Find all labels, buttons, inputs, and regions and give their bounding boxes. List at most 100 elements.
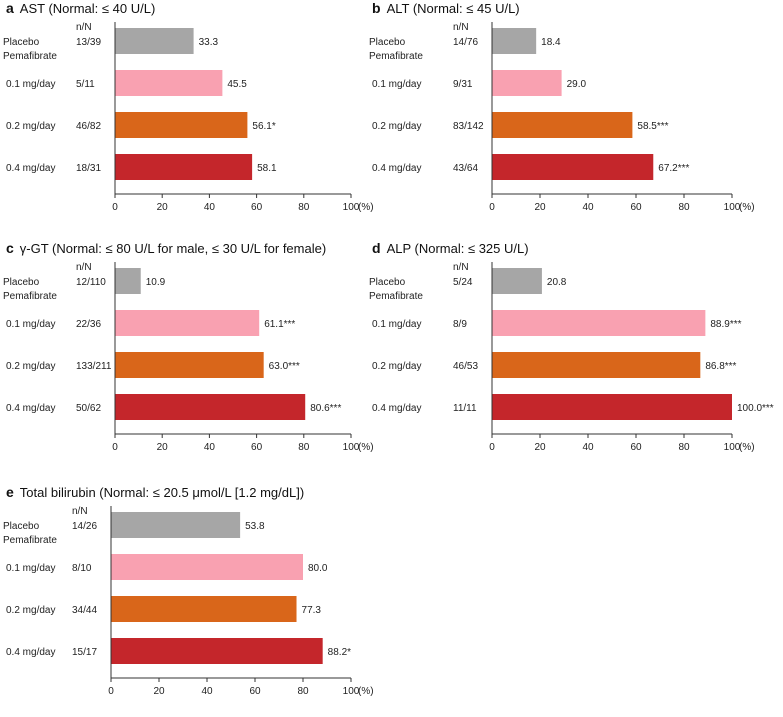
- category-label: 0.4 mg/day: [6, 163, 55, 174]
- nN-label: 8/10: [72, 563, 92, 574]
- nN-header: n/N: [76, 22, 92, 33]
- panel-title: d ALP (Normal: ≤ 325 U/L): [372, 240, 529, 256]
- pemafibrate-header: Pemafibrate: [369, 51, 423, 62]
- nN-label: 18/31: [76, 163, 101, 174]
- value-label: 20.8: [547, 277, 567, 288]
- panel-b: b ALT (Normal: ≤ 45 U/L) n/N Pemafibrate Pla…: [369, 0, 755, 213]
- panel-letter: c: [6, 240, 14, 256]
- pemafibrate-header: Pemafibrate: [3, 535, 57, 546]
- panel-title-text: ALT (Normal: ≤ 45 U/L): [387, 1, 520, 16]
- value-label: 33.3: [199, 37, 219, 48]
- panel-title-text: ALP (Normal: ≤ 325 U/L): [387, 241, 529, 256]
- panel-e: e Total bilirubin (Normal: ≤ 20.5 μmol/L …: [3, 484, 374, 697]
- category-label: 0.1 mg/day: [372, 319, 421, 330]
- bar-dose_0_4: [115, 394, 306, 420]
- category-label: 0.4 mg/day: [6, 647, 55, 658]
- category-label: 0.1 mg/day: [372, 79, 421, 90]
- value-label: 18.4: [541, 37, 561, 48]
- value-label: 100.0***: [737, 403, 774, 414]
- nN-label: 83/142: [453, 121, 484, 132]
- category-label: 0.2 mg/day: [372, 121, 421, 132]
- x-tick-label: 20: [157, 442, 169, 453]
- bar-dose_0_2: [115, 352, 264, 378]
- x-tick-label: 80: [678, 442, 690, 453]
- x-unit-label: (%): [358, 686, 374, 697]
- panel-a: a AST (Normal: ≤ 40 U/L) n/N Pemafibrate Pla…: [3, 0, 374, 213]
- category-label: 0.2 mg/day: [372, 361, 421, 372]
- nN-label: 46/53: [453, 361, 478, 372]
- x-tick-label: 20: [157, 202, 169, 213]
- bar-dose_0_2: [111, 596, 297, 622]
- panel-letter: d: [372, 240, 381, 256]
- nN-header: n/N: [453, 262, 469, 273]
- nN-label: 14/76: [453, 37, 478, 48]
- x-tick-label: 60: [249, 686, 261, 697]
- panel-letter: a: [6, 0, 14, 16]
- value-label: 77.3: [302, 605, 322, 616]
- bar-placebo: [115, 268, 141, 294]
- x-unit-label: (%): [739, 202, 755, 213]
- x-unit-label: (%): [358, 202, 374, 213]
- panel-title: b ALT (Normal: ≤ 45 U/L): [372, 0, 520, 16]
- value-label: 86.8***: [705, 361, 736, 372]
- x-tick-label: 0: [489, 202, 495, 213]
- x-tick-label: 100: [343, 442, 360, 453]
- value-label: 56.1*: [252, 121, 275, 132]
- bar-dose_0_4: [111, 638, 323, 664]
- bar-dose_0_4: [492, 154, 654, 180]
- bar-dose_0_1: [492, 70, 562, 96]
- value-label: 67.2***: [658, 163, 689, 174]
- nN-label: 15/17: [72, 647, 97, 658]
- bar-placebo: [492, 28, 537, 54]
- x-tick-label: 80: [297, 686, 309, 697]
- x-tick-label: 100: [343, 686, 360, 697]
- nN-label: 13/39: [76, 37, 101, 48]
- bar-placebo: [115, 28, 194, 54]
- panel-title: a AST (Normal: ≤ 40 U/L): [6, 0, 155, 16]
- category-label: Placebo: [3, 521, 40, 532]
- bar-dose_0_4: [492, 394, 732, 420]
- panel-title-text: γ-GT (Normal: ≤ 80 U/L for male, ≤ 30 U/…: [20, 241, 326, 256]
- x-tick-label: 60: [630, 442, 642, 453]
- x-tick-label: 60: [630, 202, 642, 213]
- bar-dose_0_2: [492, 112, 633, 138]
- panel-d: d ALP (Normal: ≤ 325 U/L) n/N Pemafibrate Pl…: [369, 240, 774, 453]
- category-label: Placebo: [369, 37, 406, 48]
- x-tick-label: 20: [534, 202, 546, 213]
- bar-dose_0_1: [492, 310, 706, 336]
- x-tick-label: 40: [204, 442, 216, 453]
- value-label: 10.9: [146, 277, 166, 288]
- x-tick-label: 0: [112, 202, 118, 213]
- category-label: Placebo: [369, 277, 406, 288]
- value-label: 88.2*: [328, 647, 351, 658]
- pemafibrate-header: Pemafibrate: [3, 51, 57, 62]
- panel-c: c γ-GT (Normal: ≤ 80 U/L for male, ≤ 30 U…: [3, 240, 374, 453]
- nN-header: n/N: [72, 506, 88, 517]
- x-tick-label: 100: [343, 202, 360, 213]
- value-label: 29.0: [567, 79, 587, 90]
- bar-dose_0_1: [115, 70, 223, 96]
- nN-label: 11/11: [453, 403, 477, 414]
- category-label: 0.4 mg/day: [372, 163, 421, 174]
- value-label: 88.9***: [710, 319, 741, 330]
- nN-label: 133/211: [76, 361, 112, 372]
- x-tick-label: 60: [251, 202, 263, 213]
- x-tick-label: 80: [678, 202, 690, 213]
- nN-label: 46/82: [76, 121, 101, 132]
- nN-label: 43/64: [453, 163, 478, 174]
- nN-label: 5/24: [453, 277, 473, 288]
- category-label: 0.2 mg/day: [6, 605, 55, 616]
- x-tick-label: 40: [582, 442, 594, 453]
- x-tick-label: 0: [489, 442, 495, 453]
- nN-header: n/N: [76, 262, 92, 273]
- nN-label: 9/31: [453, 79, 473, 90]
- category-label: 0.1 mg/day: [6, 79, 55, 90]
- value-label: 53.8: [245, 521, 265, 532]
- x-tick-label: 60: [251, 442, 263, 453]
- bar-placebo: [111, 512, 241, 538]
- panel-title-text: AST (Normal: ≤ 40 U/L): [20, 1, 155, 16]
- category-label: Placebo: [3, 277, 40, 288]
- pemafibrate-header: Pemafibrate: [3, 291, 57, 302]
- x-unit-label: (%): [739, 442, 755, 453]
- panel-letter: b: [372, 0, 381, 16]
